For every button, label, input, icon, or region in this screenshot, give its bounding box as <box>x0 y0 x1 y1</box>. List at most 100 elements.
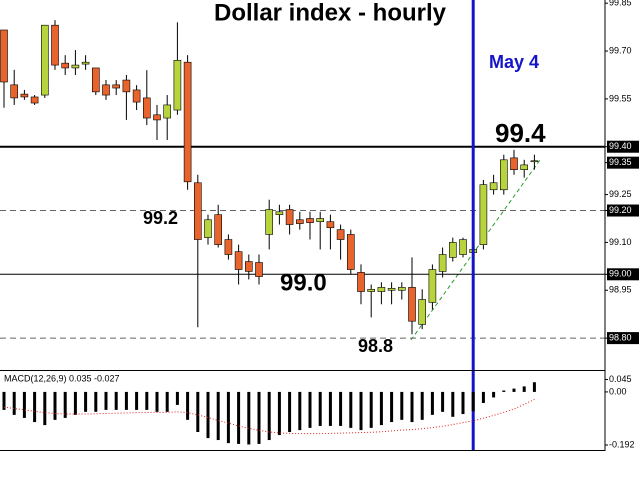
macd-bar <box>512 388 516 392</box>
y-tick-label: 99.00 <box>609 269 632 279</box>
macd-bar <box>277 391 281 436</box>
macd-bar <box>298 391 302 431</box>
y-tick-box <box>607 204 639 217</box>
macd-bar <box>308 391 312 428</box>
macd-bar <box>94 391 98 412</box>
candle-body <box>153 114 161 121</box>
annotation: 98.8 <box>358 336 393 356</box>
candle-body <box>0 29 8 83</box>
macd-bar <box>84 391 88 412</box>
macd-bar <box>400 391 404 420</box>
y-tick-box <box>607 156 639 169</box>
candle-body <box>530 160 539 163</box>
candle-body <box>20 93 29 98</box>
macd-bar <box>359 391 363 431</box>
candle-body <box>112 84 120 89</box>
candle-body <box>132 89 141 103</box>
macd-bar <box>502 390 506 392</box>
candle-body <box>143 97 151 119</box>
macd-bar <box>247 391 251 445</box>
candle-body <box>377 287 386 292</box>
macd-bar <box>471 391 475 412</box>
macd-bar <box>481 391 485 403</box>
macd-bar <box>33 391 37 423</box>
y-tick-label: 99.25 <box>609 189 632 199</box>
macd-bar <box>288 391 292 433</box>
candle-body <box>255 262 263 277</box>
candle-body <box>408 287 416 322</box>
annotation: 99.4 <box>495 118 546 148</box>
candle-body <box>51 24 59 66</box>
macd-bar <box>43 391 47 426</box>
macd-bar <box>63 391 67 418</box>
macd-bar <box>532 382 536 392</box>
y-tick-box <box>607 332 639 345</box>
candle-body <box>336 229 345 240</box>
macd-label: MACD(12,26,9) 0.035 -0.027 <box>4 373 120 383</box>
macd-bar <box>196 391 200 433</box>
y-tick-label: 99.10 <box>609 237 632 247</box>
macd-bar <box>175 391 179 405</box>
macd-bar <box>492 391 496 398</box>
marker-label: May 4 <box>489 52 539 72</box>
macd-bar <box>206 391 210 439</box>
candle-body <box>71 64 80 69</box>
candle-body <box>459 239 467 255</box>
macd-bar <box>257 391 261 444</box>
macd-bar <box>328 391 332 426</box>
candle-body <box>295 219 304 224</box>
candle-body <box>397 287 406 291</box>
macd-bar <box>22 391 26 418</box>
y-tick-label: 0.00 <box>609 386 627 396</box>
candle-body <box>265 209 274 235</box>
annotation: 99.2 <box>143 208 178 228</box>
macd-bar <box>53 391 57 420</box>
macd-bar <box>349 391 353 428</box>
candle-body <box>306 218 314 223</box>
macd-bar <box>145 391 149 410</box>
macd-bar <box>379 391 383 426</box>
macd-bar <box>430 391 434 415</box>
candle-body <box>520 164 529 170</box>
macd-bar <box>390 391 394 423</box>
candle-body <box>245 261 253 272</box>
candle-body <box>326 221 335 229</box>
candle-body <box>122 79 131 93</box>
candle-body <box>499 159 508 191</box>
candle-body <box>510 157 518 170</box>
candle-body <box>194 182 202 240</box>
candle-body <box>234 251 243 270</box>
y-tick-label: 99.40 <box>609 141 632 151</box>
macd-bar <box>104 391 108 410</box>
macd-bar <box>73 391 77 415</box>
macd-bar <box>451 391 455 417</box>
candle-body <box>367 289 376 292</box>
candle-body <box>428 269 437 303</box>
candle-body <box>204 219 212 238</box>
y-tick-label: 98.95 <box>609 285 632 295</box>
candle-body <box>10 84 18 99</box>
macd-bar <box>267 391 271 441</box>
candle-body <box>163 104 171 119</box>
y-tick-box <box>607 140 639 153</box>
macd-bar <box>522 386 526 392</box>
macd-bar <box>461 391 465 415</box>
macd-bar <box>186 391 190 420</box>
macd-bar <box>318 391 322 426</box>
macd-bar <box>339 391 343 426</box>
y-tick-label: 99.85 <box>609 0 632 8</box>
candle-body <box>81 61 90 65</box>
macd-bar <box>237 391 241 444</box>
macd-bar <box>216 391 220 441</box>
y-tick-label: 0.045 <box>609 374 632 384</box>
candle-body <box>61 62 70 69</box>
annotation: 99.0 <box>280 269 327 296</box>
macd-bar <box>155 391 159 412</box>
y-tick-label: 98.80 <box>609 332 632 342</box>
y-tick-label: -0.192 <box>609 439 635 449</box>
candle-body <box>214 214 222 245</box>
candle-body <box>479 184 488 245</box>
candle-body <box>92 67 100 93</box>
candle-body <box>316 218 325 222</box>
